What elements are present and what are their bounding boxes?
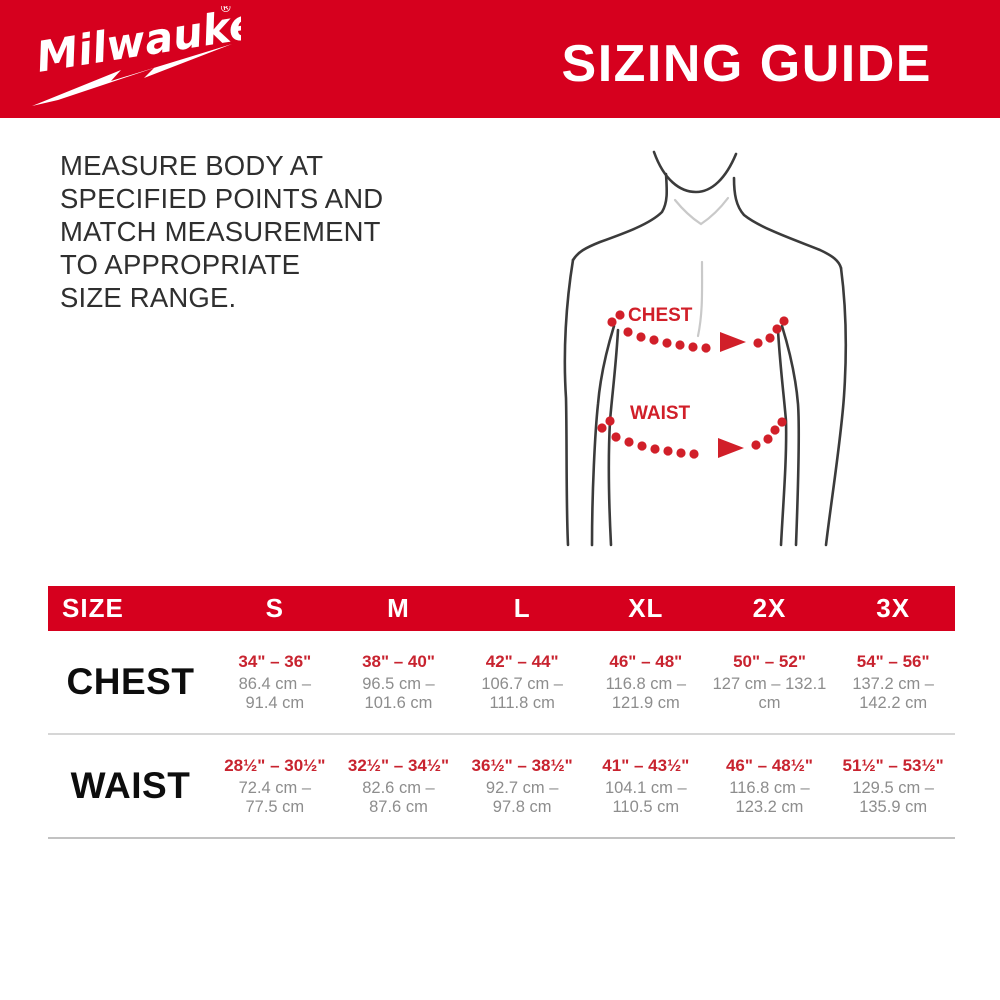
col-header-3x: 3X xyxy=(876,593,911,623)
size-table-header: SIZE S M L XL 2X 3X xyxy=(48,586,955,631)
waist-cell-l: 36½" – 38½" 92.7 cm – 97.8 cm xyxy=(460,756,584,817)
cm-range: 92.7 cm – 97.8 cm xyxy=(485,778,559,816)
chest-measure-line: CHEST xyxy=(607,305,789,353)
chest-label: CHEST xyxy=(628,305,693,326)
waist-measure-line: WAIST xyxy=(597,403,787,459)
cm-range: 106.7 cm – 111.8 cm xyxy=(481,674,563,712)
chest-cell-2x: 50" – 52" 127 cm – 132.1 cm xyxy=(708,652,832,713)
chest-cell-s: 34" – 36" 86.4 cm – 91.4 cm xyxy=(213,652,337,713)
row-divider xyxy=(48,733,955,735)
size-table: SIZE S M L XL 2X 3X CHEST 34" – 36" 86.4… xyxy=(48,586,955,839)
cm-range: 72.4 cm – 77.5 cm xyxy=(238,778,312,816)
cm-range: 127 cm – 132.1 cm xyxy=(712,674,827,712)
waist-cell-m: 32½" – 34½" 82.6 cm – 87.6 cm xyxy=(337,756,461,817)
cm-range: 116.8 cm – 123.2 cm xyxy=(729,778,810,816)
inches-range: 28½" – 30½" xyxy=(224,755,326,775)
cm-range: 137.2 cm – 142.2 cm xyxy=(852,674,934,712)
row-label-chest: CHEST xyxy=(66,661,195,702)
torso-diagram: CHEST WAIST xyxy=(563,150,847,547)
chest-arrow-icon xyxy=(720,332,746,352)
col-header-m: M xyxy=(387,593,410,623)
col-header-2x: 2X xyxy=(752,593,787,623)
cm-range: 86.4 cm – 91.4 cm xyxy=(238,674,312,712)
waist-cell-s: 28½" – 30½" 72.4 cm – 77.5 cm xyxy=(213,756,337,817)
inches-range: 46" – 48½" xyxy=(725,755,813,775)
cm-range: 116.8 cm – 121.9 cm xyxy=(605,674,687,712)
milwaukee-logo: Milwaukee ® xyxy=(32,6,241,106)
waist-cell-3x: 51½" – 53½" 129.5 cm – 135.9 cm xyxy=(831,756,955,817)
intro-text: MEASURE BODY AT SPECIFIED POINTS AND MAT… xyxy=(60,150,384,313)
waist-cell-xl: 41" – 43½" 104.1 cm – 110.5 cm xyxy=(584,756,708,817)
chest-cell-3x: 54" – 56" 137.2 cm – 142.2 cm xyxy=(831,652,955,713)
registered-mark: ® xyxy=(218,6,233,17)
table-row-waist: WAIST 28½" – 30½" 72.4 cm – 77.5 cm 32½"… xyxy=(48,735,955,837)
col-header-xl: XL xyxy=(628,593,664,623)
waist-label: WAIST xyxy=(630,403,691,424)
inches-range: 50" – 52" xyxy=(733,651,806,671)
chest-cell-xl: 46" – 48" 116.8 cm – 121.9 cm xyxy=(584,652,708,713)
header-band: Milwaukee ® SIZING GUIDE xyxy=(0,0,1000,118)
inches-range: 36½" – 38½" xyxy=(471,755,573,775)
inches-range: 38" – 40" xyxy=(362,651,435,671)
lightning-bolt-icon xyxy=(32,44,232,106)
cm-range: 104.1 cm – 110.5 cm xyxy=(605,778,687,816)
row-label-waist: WAIST xyxy=(70,765,191,806)
table-row-chest: CHEST 34" – 36" 86.4 cm – 91.4 cm 38" – … xyxy=(48,631,955,733)
col-header-s: S xyxy=(265,593,284,623)
inches-range: 32½" – 34½" xyxy=(347,755,450,775)
chest-cell-l: 42" – 44" 106.7 cm – 111.8 cm xyxy=(460,652,584,713)
cm-range: 96.5 cm – 101.6 cm xyxy=(362,674,435,712)
page-title: SIZING GUIDE xyxy=(561,35,932,93)
table-bottom-divider xyxy=(48,837,955,839)
inches-range: 42" – 44" xyxy=(485,651,559,671)
col-header-size: SIZE xyxy=(62,593,124,623)
chest-cell-m: 38" – 40" 96.5 cm – 101.6 cm xyxy=(337,652,461,713)
anatomy-hint-lines xyxy=(673,196,730,338)
inches-range: 54" – 56" xyxy=(856,651,930,671)
waist-cell-2x: 46" – 48½" 116.8 cm – 123.2 cm xyxy=(708,756,832,817)
logo-wordmark: Milwaukee xyxy=(33,6,241,82)
cm-range: 82.6 cm – 87.6 cm xyxy=(362,778,435,816)
col-header-l: L xyxy=(513,593,531,623)
inches-range: 41" – 43½" xyxy=(602,755,690,775)
inches-range: 51½" – 53½" xyxy=(842,755,944,775)
inches-range: 46" – 48" xyxy=(609,651,683,671)
inches-range: 34" – 36" xyxy=(238,651,312,671)
waist-arrow-icon xyxy=(718,438,744,458)
cm-range: 129.5 cm – 135.9 cm xyxy=(852,778,934,816)
